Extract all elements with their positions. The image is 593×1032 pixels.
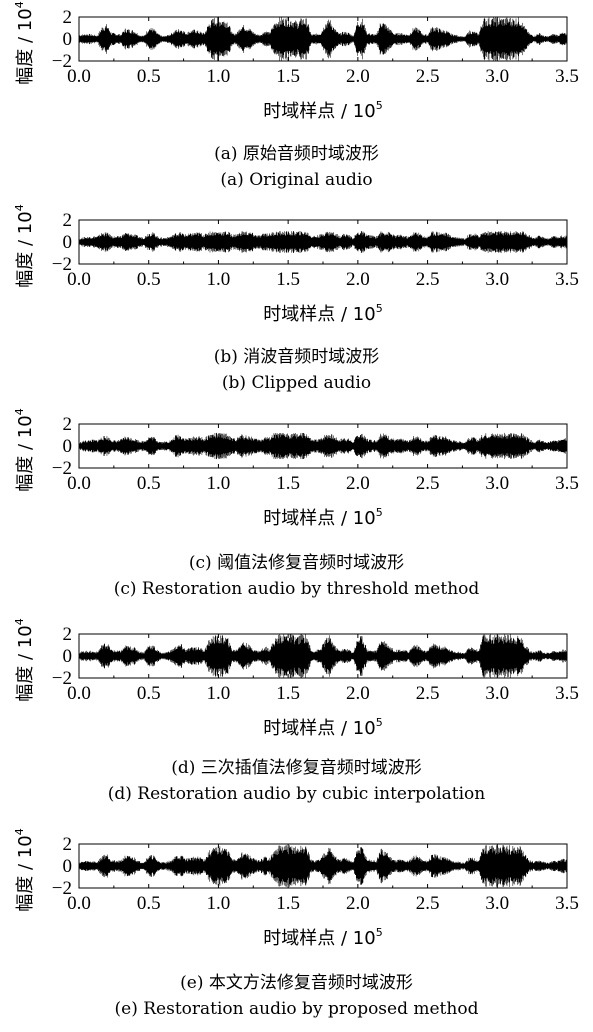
waveform-series [79,432,567,460]
caption-cn: (e) 本文方法修复音频时域波形 [180,973,413,993]
waveform-series [79,634,567,678]
y-tick-label: 0 [63,856,73,877]
x-tick-label: 1.5 [276,893,300,914]
x-tick-label: 3.5 [555,66,579,87]
x-tick-label: 1.5 [276,269,300,290]
chart-panel: 0.0 0.5 1.0 1.5 2.0 2.5 3.0 3.5 2 0 −2 幅度 / 104 时域样点… [0,204,593,408]
waveform-chart: 0.0 0.5 1.0 1.5 2.0 2.5 3.0 3.5 20−2 幅度 / 104 时域样点… [13,408,579,529]
y-axis-label: 幅度 / 104 [13,618,36,701]
x-tick-label: 2.0 [346,893,370,914]
x-axis-label: 时域样点 / 105 [263,716,382,739]
x-tick-label: 1.0 [207,473,231,494]
x-tick-label: 0.5 [137,473,161,494]
x-tick-label: 3.0 [485,66,509,87]
x-tick-label: 1.0 [207,66,231,87]
chart-panel: 0.0 0.5 1.0 1.5 2.0 2.5 3.0 3.5 2 0 −2 幅度 / 104 时域样点… [0,408,593,612]
caption-en: (d) Restoration audio by cubic interpola… [107,784,486,804]
waveform-chart: 0.0 0.5 1.0 1.5 2.0 2.5 3.0 3.5 20−2 幅度 / 104 时域样点… [13,1,579,122]
x-tick-label: 2.0 [346,473,370,494]
x-tick-label: 1.0 [207,269,231,290]
x-tick-label: 0.0 [67,893,91,914]
x-tick-label: 1.5 [276,66,300,87]
x-tick-label: 2.5 [416,473,440,494]
waveform-series [79,17,567,61]
x-tick-label: 0.5 [137,66,161,87]
y-tick-label: −2 [52,668,72,689]
x-tick-label: 3.0 [485,269,509,290]
x-axis-label: 时域样点 / 105 [263,506,382,529]
x-tick-label: 2.0 [346,66,370,87]
waveform-chart: 0.0 0.5 1.0 1.5 2.0 2.5 3.0 3.5 20−2 幅度 / 104 时域样点… [13,618,579,739]
x-tick-label: 2.5 [416,66,440,87]
x-tick-label: 1.0 [207,683,231,704]
caption-cn: (a) 原始音频时域波形 [214,144,379,164]
x-tick-label: 3.5 [555,893,579,914]
y-tick-label: 2 [63,210,73,231]
x-tick-label: 3.0 [485,893,509,914]
y-tick-label: −2 [52,878,72,899]
x-tick-label: 1.0 [207,893,231,914]
y-axis-label: 幅度 / 104 [13,828,36,911]
y-axis-label: 幅度 / 104 [13,1,36,84]
x-tick-label: 0.5 [137,269,161,290]
caption-en: (b) Clipped audio [221,373,372,393]
x-tick-label: 1.5 [276,473,300,494]
caption-en: (a) Original audio [220,170,373,190]
x-tick-label: 3.0 [485,473,509,494]
x-tick-label: 2.5 [416,269,440,290]
y-tick-label: −2 [52,254,72,275]
y-tick-label: 0 [63,29,73,50]
y-tick-label: 0 [63,646,73,667]
y-tick-label: 0 [63,436,73,457]
chart-panel: 0.0 0.5 1.0 1.5 2.0 2.5 3.0 3.5 2 0 −2 幅度 / 104 时域样点… [0,1,593,205]
x-axis-label: 时域样点 / 105 [263,99,382,122]
y-tick-label: 2 [63,624,73,645]
x-tick-label: 0.0 [67,473,91,494]
y-tick-label: −2 [52,51,72,72]
waveform-chart: 0.0 0.5 1.0 1.5 2.0 2.5 3.0 3.5 20−2 幅度 / 104 时域样点… [13,204,579,325]
x-axis-label: 时域样点 / 105 [263,926,382,949]
caption-en: (c) Restoration audio by threshold metho… [113,579,480,599]
x-tick-label: 0.5 [137,683,161,704]
x-tick-label: 0.5 [137,893,161,914]
x-tick-label: 2.0 [346,683,370,704]
x-tick-label: 2.0 [346,269,370,290]
waveform-series [79,231,567,253]
x-tick-label: 1.5 [276,683,300,704]
caption-cn: (c) 阈值法修复音频时域波形 [188,553,405,573]
caption-cn: (d) 三次插值法修复音频时域波形 [171,758,422,778]
chart-panel: 0.0 0.5 1.0 1.5 2.0 2.5 3.0 3.5 2 0 −2 幅度 / 104 时域样点… [0,828,593,1032]
y-tick-label: 2 [63,7,73,28]
x-tick-label: 0.0 [67,683,91,704]
y-tick-label: 2 [63,834,73,855]
x-tick-label: 3.5 [555,269,579,290]
y-axis-label: 幅度 / 104 [13,204,36,287]
x-tick-label: 3.5 [555,473,579,494]
x-tick-label: 3.5 [555,683,579,704]
y-tick-label: 0 [63,232,73,253]
y-tick-label: −2 [52,458,72,479]
waveform-series [79,845,567,887]
x-tick-label: 2.5 [416,893,440,914]
chart-panel: 0.0 0.5 1.0 1.5 2.0 2.5 3.0 3.5 2 0 −2 幅度 / 104 时域样点… [0,618,593,822]
y-tick-label: 2 [63,414,73,435]
x-tick-label: 0.0 [67,66,91,87]
x-axis-label: 时域样点 / 105 [263,302,382,325]
y-axis-label: 幅度 / 104 [13,408,36,491]
x-tick-label: 3.0 [485,683,509,704]
x-tick-label: 0.0 [67,269,91,290]
caption-cn: (b) 消波音频时域波形 [213,347,380,367]
caption-en: (e) Restoration audio by proposed method [114,999,479,1019]
waveform-chart: 0.0 0.5 1.0 1.5 2.0 2.5 3.0 3.5 20−2 幅度 / 104 时域样点… [13,828,579,949]
x-tick-label: 2.5 [416,683,440,704]
